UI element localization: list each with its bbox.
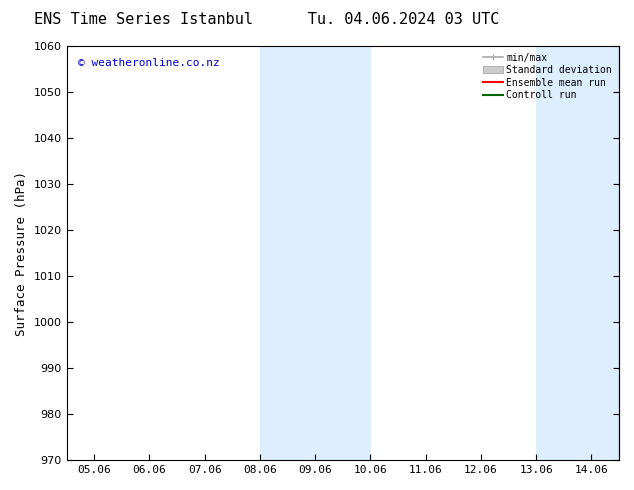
Legend: min/max, Standard deviation, Ensemble mean run, Controll run: min/max, Standard deviation, Ensemble me… [481,51,614,102]
Text: © weatheronline.co.nz: © weatheronline.co.nz [77,58,219,69]
Bar [536,46,624,460]
Bar [260,46,370,460]
Text: ENS Time Series Istanbul      Tu. 04.06.2024 03 UTC: ENS Time Series Istanbul Tu. 04.06.2024 … [34,12,499,27]
Y-axis label: Surface Pressure (hPa): Surface Pressure (hPa) [15,171,28,336]
